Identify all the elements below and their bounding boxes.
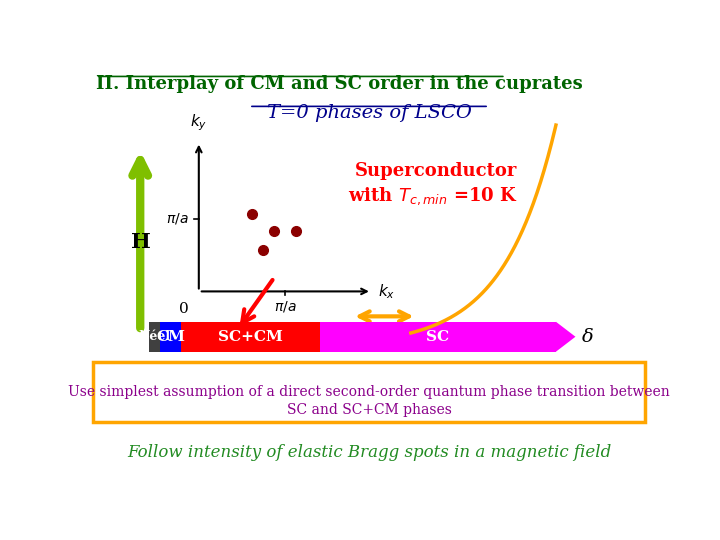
- Text: CM: CM: [156, 330, 185, 344]
- Polygon shape: [556, 322, 575, 352]
- Bar: [148, 322, 160, 352]
- Text: Superconductor: Superconductor: [355, 162, 517, 180]
- Text: 0.055: 0.055: [161, 368, 201, 381]
- Text: ~0.12-0.14: ~0.12-0.14: [281, 368, 359, 381]
- Bar: [181, 322, 320, 352]
- Text: H: H: [131, 232, 151, 252]
- Text: T=0 phases of LSCO: T=0 phases of LSCO: [266, 104, 472, 122]
- Text: Use simplest assumption of a direct second-order quantum phase transition betwee: Use simplest assumption of a direct seco…: [68, 385, 670, 399]
- Text: 0.02: 0.02: [145, 368, 175, 381]
- FancyBboxPatch shape: [93, 362, 645, 422]
- Text: 0: 0: [179, 302, 189, 316]
- Text: $\pi/a$: $\pi/a$: [166, 211, 189, 226]
- Text: Follow intensity of elastic Bragg spots in a magnetic field: Follow intensity of elastic Bragg spots …: [127, 444, 611, 461]
- Text: $k_x$: $k_x$: [379, 282, 396, 301]
- Text: SC: SC: [426, 330, 449, 344]
- Text: SC+CM: SC+CM: [218, 330, 283, 344]
- Text: SC and SC+CM phases: SC and SC+CM phases: [287, 403, 451, 417]
- Text: with $T_{c,min}$ =10 K: with $T_{c,min}$ =10 K: [348, 185, 518, 207]
- Bar: [320, 322, 556, 352]
- Text: $k_y$: $k_y$: [190, 113, 207, 133]
- Text: Néel: Néel: [138, 330, 171, 343]
- Text: 0: 0: [144, 368, 153, 381]
- Text: δ: δ: [582, 328, 594, 346]
- Text: II. Interplay of CM and SC order in the cuprates: II. Interplay of CM and SC order in the …: [96, 75, 582, 93]
- Text: $\pi/a$: $\pi/a$: [274, 299, 297, 314]
- Bar: [160, 322, 181, 352]
